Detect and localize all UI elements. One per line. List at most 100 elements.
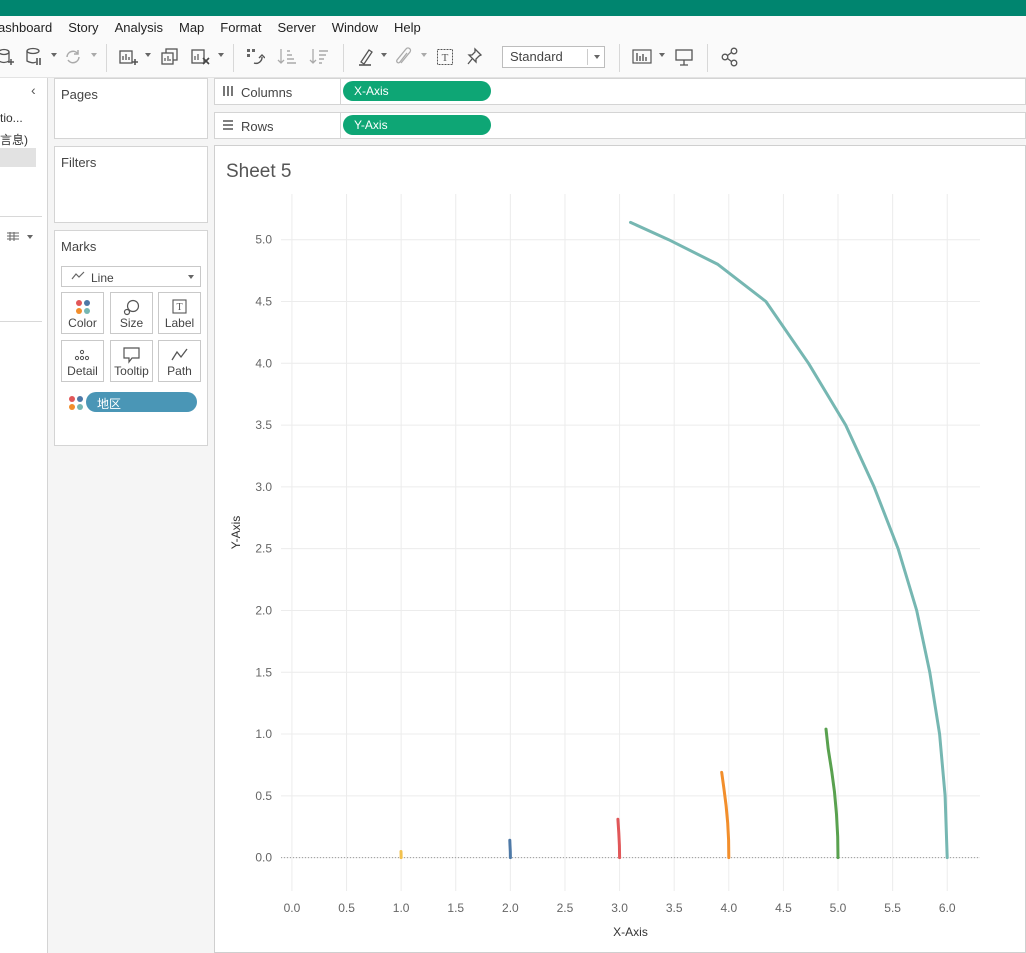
chevron-down-icon[interactable] (659, 53, 665, 57)
swap-rows-columns-icon[interactable] (245, 46, 265, 68)
menu-bar: ashboard Story Analysis Map Format Serve… (0, 16, 1026, 38)
y-tick-label: 1.5 (255, 665, 272, 679)
menu-window[interactable]: Window (331, 19, 378, 35)
columns-icon (223, 86, 233, 96)
selected-datasource[interactable] (0, 148, 36, 167)
pause-updates-icon[interactable] (26, 46, 42, 68)
menu-server[interactable]: Server (277, 19, 316, 35)
x-tick-label: 0.0 (284, 901, 301, 915)
chevron-down-icon[interactable] (145, 53, 151, 57)
y-tick-label: 5.0 (255, 233, 272, 247)
chevron-down-icon (188, 275, 194, 279)
tooltip-icon (123, 347, 140, 364)
y-tick-label: 3.0 (255, 480, 272, 494)
detail-button[interactable]: Detail (61, 340, 104, 382)
menu-story[interactable]: Story (68, 19, 99, 35)
svg-text:T: T (442, 52, 449, 64)
columns-label: Columns (241, 85, 293, 100)
sort-ascending-icon[interactable] (277, 46, 297, 68)
rows-shelf[interactable]: Rows Y-Axis (214, 112, 1026, 139)
shelf-divider (340, 79, 341, 104)
columns-shelf[interactable]: Columns X-Axis (214, 78, 1026, 105)
x-axis-pill[interactable]: X-Axis (343, 81, 491, 101)
chevron-down-icon[interactable] (91, 53, 97, 57)
refresh-icon[interactable] (64, 46, 82, 68)
series-line[interactable] (629, 220, 949, 860)
label-label: Label (164, 316, 195, 330)
path-button[interactable]: Path (158, 340, 201, 382)
filters-card[interactable]: Filters (54, 146, 208, 223)
x-tick-label: 2.0 (502, 901, 519, 915)
menu-help[interactable]: Help (394, 19, 421, 35)
highlight-icon[interactable] (357, 46, 375, 68)
shelf-divider (340, 113, 341, 138)
chevron-down-icon[interactable] (381, 53, 387, 57)
datasource-item[interactable]: 言息) (0, 133, 28, 147)
region-field-pill[interactable]: 地区 (86, 392, 197, 412)
y-tick-label: 0.5 (255, 789, 272, 803)
y-tick-label: 0.0 (255, 851, 272, 865)
size-label: Size (119, 316, 144, 330)
label-icon: T (172, 299, 187, 314)
share-icon[interactable] (720, 46, 740, 68)
chevron-down-icon[interactable] (218, 53, 224, 57)
x-tick-label: 5.5 (884, 901, 901, 915)
x-tick-label: 6.0 (939, 901, 956, 915)
worksheet-view: Sheet 5 0.0 0.5 1.0 1.5 2.0 2.5 3.0 3.5 4.0 4.5 5.… (214, 145, 1026, 953)
series-line[interactable] (616, 817, 622, 860)
collapse-pane-icon[interactable]: ‹ (31, 82, 36, 98)
chevron-down-icon[interactable] (51, 53, 57, 57)
dropdown-divider (587, 49, 588, 65)
color-encoding-icon (69, 396, 83, 410)
new-datasource-icon[interactable] (0, 46, 14, 68)
clear-sheet-icon[interactable] (190, 46, 212, 68)
color-button[interactable]: Color (61, 292, 104, 334)
sort-descending-icon[interactable] (309, 46, 329, 68)
duplicate-sheet-icon[interactable] (160, 46, 180, 68)
y-axis-pill[interactable]: Y-Axis (343, 115, 491, 135)
chevron-down-icon[interactable] (421, 53, 427, 57)
presentation-mode-icon[interactable] (674, 46, 694, 68)
size-button[interactable]: Size (110, 292, 153, 334)
tooltip-label: Tooltip (114, 364, 149, 378)
mark-type-dropdown[interactable]: Line (61, 266, 201, 287)
path-icon (171, 348, 188, 361)
y-tick-label: 2.0 (255, 603, 272, 617)
pin-icon[interactable] (466, 46, 484, 68)
toolbar-divider (343, 44, 344, 72)
label-button[interactable]: T Label (158, 292, 201, 334)
new-worksheet-icon[interactable] (118, 46, 138, 68)
y-tick-label: 4.5 (255, 295, 272, 309)
color-label: Color (68, 316, 97, 330)
menu-dashboard[interactable]: ashboard (0, 19, 53, 35)
mark-type-value: Line (91, 271, 114, 285)
series-line[interactable] (720, 770, 731, 860)
x-tick-label: 3.0 (611, 901, 628, 915)
view-as-list-icon[interactable] (6, 231, 20, 245)
pages-card[interactable]: Pages (54, 78, 208, 139)
x-axis-title: X-Axis (613, 925, 648, 939)
fit-dropdown[interactable]: Standard (502, 46, 605, 68)
menu-format[interactable]: Format (220, 19, 262, 35)
chevron-down-icon[interactable] (27, 235, 33, 239)
menu-map[interactable]: Map (178, 19, 205, 35)
y-tick-label: 1.0 (255, 727, 272, 741)
series-line[interactable] (508, 838, 512, 860)
datasource-item[interactable]: tio... (0, 111, 23, 125)
line-mark-icon (71, 271, 85, 280)
y-tick-label: 4.0 (255, 356, 272, 370)
toolbar: T (0, 38, 1026, 78)
filters-title: Filters (61, 155, 97, 170)
x-tick-label: 4.5 (775, 901, 792, 915)
y-axis-title: Y-Axis (229, 516, 243, 550)
show-cards-icon[interactable] (632, 46, 654, 68)
detail-label: Detail (67, 364, 98, 378)
series-line[interactable] (824, 727, 840, 860)
x-tick-label: 1.5 (447, 901, 464, 915)
menu-analysis[interactable]: Analysis (114, 19, 163, 35)
line-chart[interactable]: 0.0 0.5 1.0 1.5 2.0 2.5 3.0 3.5 4.0 4.5 5.0 5.5 6.0 0… (215, 146, 1025, 952)
y-tick-label: 3.5 (255, 418, 272, 432)
group-members-icon[interactable] (395, 46, 413, 68)
show-mark-labels-icon[interactable]: T (436, 46, 454, 68)
tooltip-button[interactable]: Tooltip (110, 340, 153, 382)
